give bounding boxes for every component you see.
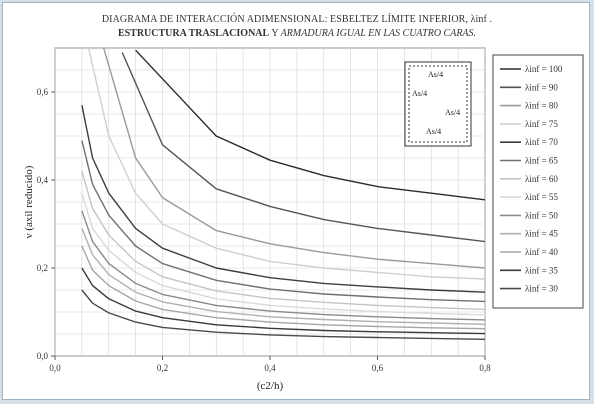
legend-entry-label: λinf = 60	[525, 174, 558, 184]
series-line-11	[81, 267, 485, 335]
title-bold-part: ESTRUCTURA TRASLACIONAL	[117, 28, 270, 39]
series-line-12	[81, 289, 485, 340]
inset-section-box	[404, 61, 472, 147]
series-line-2	[102, 48, 485, 269]
y-tick-label: 0,4	[37, 175, 49, 185]
title-italic-part: ARMADURA IGUAL EN LAS CUATRO CARAS.	[280, 28, 477, 39]
legend-entry-label: λinf = 50	[525, 210, 558, 220]
inset-label-as4: As/4	[428, 70, 443, 79]
legend-entry-label: λinf = 35	[525, 265, 558, 275]
inset-reinforcement-outline	[408, 65, 468, 143]
legend-entry-label: λinf = 70	[525, 137, 558, 147]
y-axis-label: ν (axil reducido)	[23, 165, 35, 238]
series-line-7	[81, 192, 485, 316]
chart-title-line2: ESTRUCTURA TRASLACIONAL Y ARMADURA IGUAL…	[0, 28, 594, 39]
legend-entry-label: λinf = 65	[525, 156, 558, 166]
legend-entry-label: λinf = 55	[525, 192, 558, 202]
y-tick-label: 0,0	[37, 351, 49, 361]
series-line-8	[81, 210, 485, 321]
legend-box	[492, 54, 584, 309]
series-line-9	[81, 228, 485, 325]
chart-title-line1: DIAGRAMA DE INTERACCIÓN ADIMENSIONAL: ES…	[101, 14, 493, 25]
inset-label-as4: As/4	[445, 108, 460, 117]
series-line-0	[135, 49, 485, 201]
series-line-5	[81, 140, 485, 303]
legend-entry-label: λinf = 30	[525, 284, 558, 294]
inset-label-as4: As/4	[412, 89, 427, 98]
x-axis-label: (c2/h)	[257, 380, 284, 392]
series-line-4	[81, 105, 485, 293]
legend-entry-label: λinf = 100	[525, 64, 563, 74]
x-tick-label: 0,6	[372, 363, 384, 373]
series-line-10	[81, 245, 485, 330]
x-tick-label: 0,0	[49, 363, 61, 373]
x-tick-label: 0,2	[157, 363, 168, 373]
x-tick-label: 0,4	[264, 363, 276, 373]
inset-label-as4: As/4	[426, 127, 441, 136]
series-line-6	[81, 171, 485, 311]
series-line-1	[121, 52, 485, 243]
legend-entry-label: λinf = 45	[525, 229, 558, 239]
y-tick-label: 0,6	[37, 87, 49, 97]
series-line-3	[87, 48, 485, 280]
legend-entry-label: λinf = 90	[525, 82, 558, 92]
legend-entry-label: λinf = 80	[525, 101, 558, 111]
legend-entry-label: λinf = 40	[525, 247, 558, 257]
legend-entry-label: λinf = 75	[525, 119, 558, 129]
y-tick-label: 0,2	[37, 263, 48, 273]
title-plain-part: Y	[269, 28, 281, 39]
x-tick-label: 0,8	[479, 363, 491, 373]
